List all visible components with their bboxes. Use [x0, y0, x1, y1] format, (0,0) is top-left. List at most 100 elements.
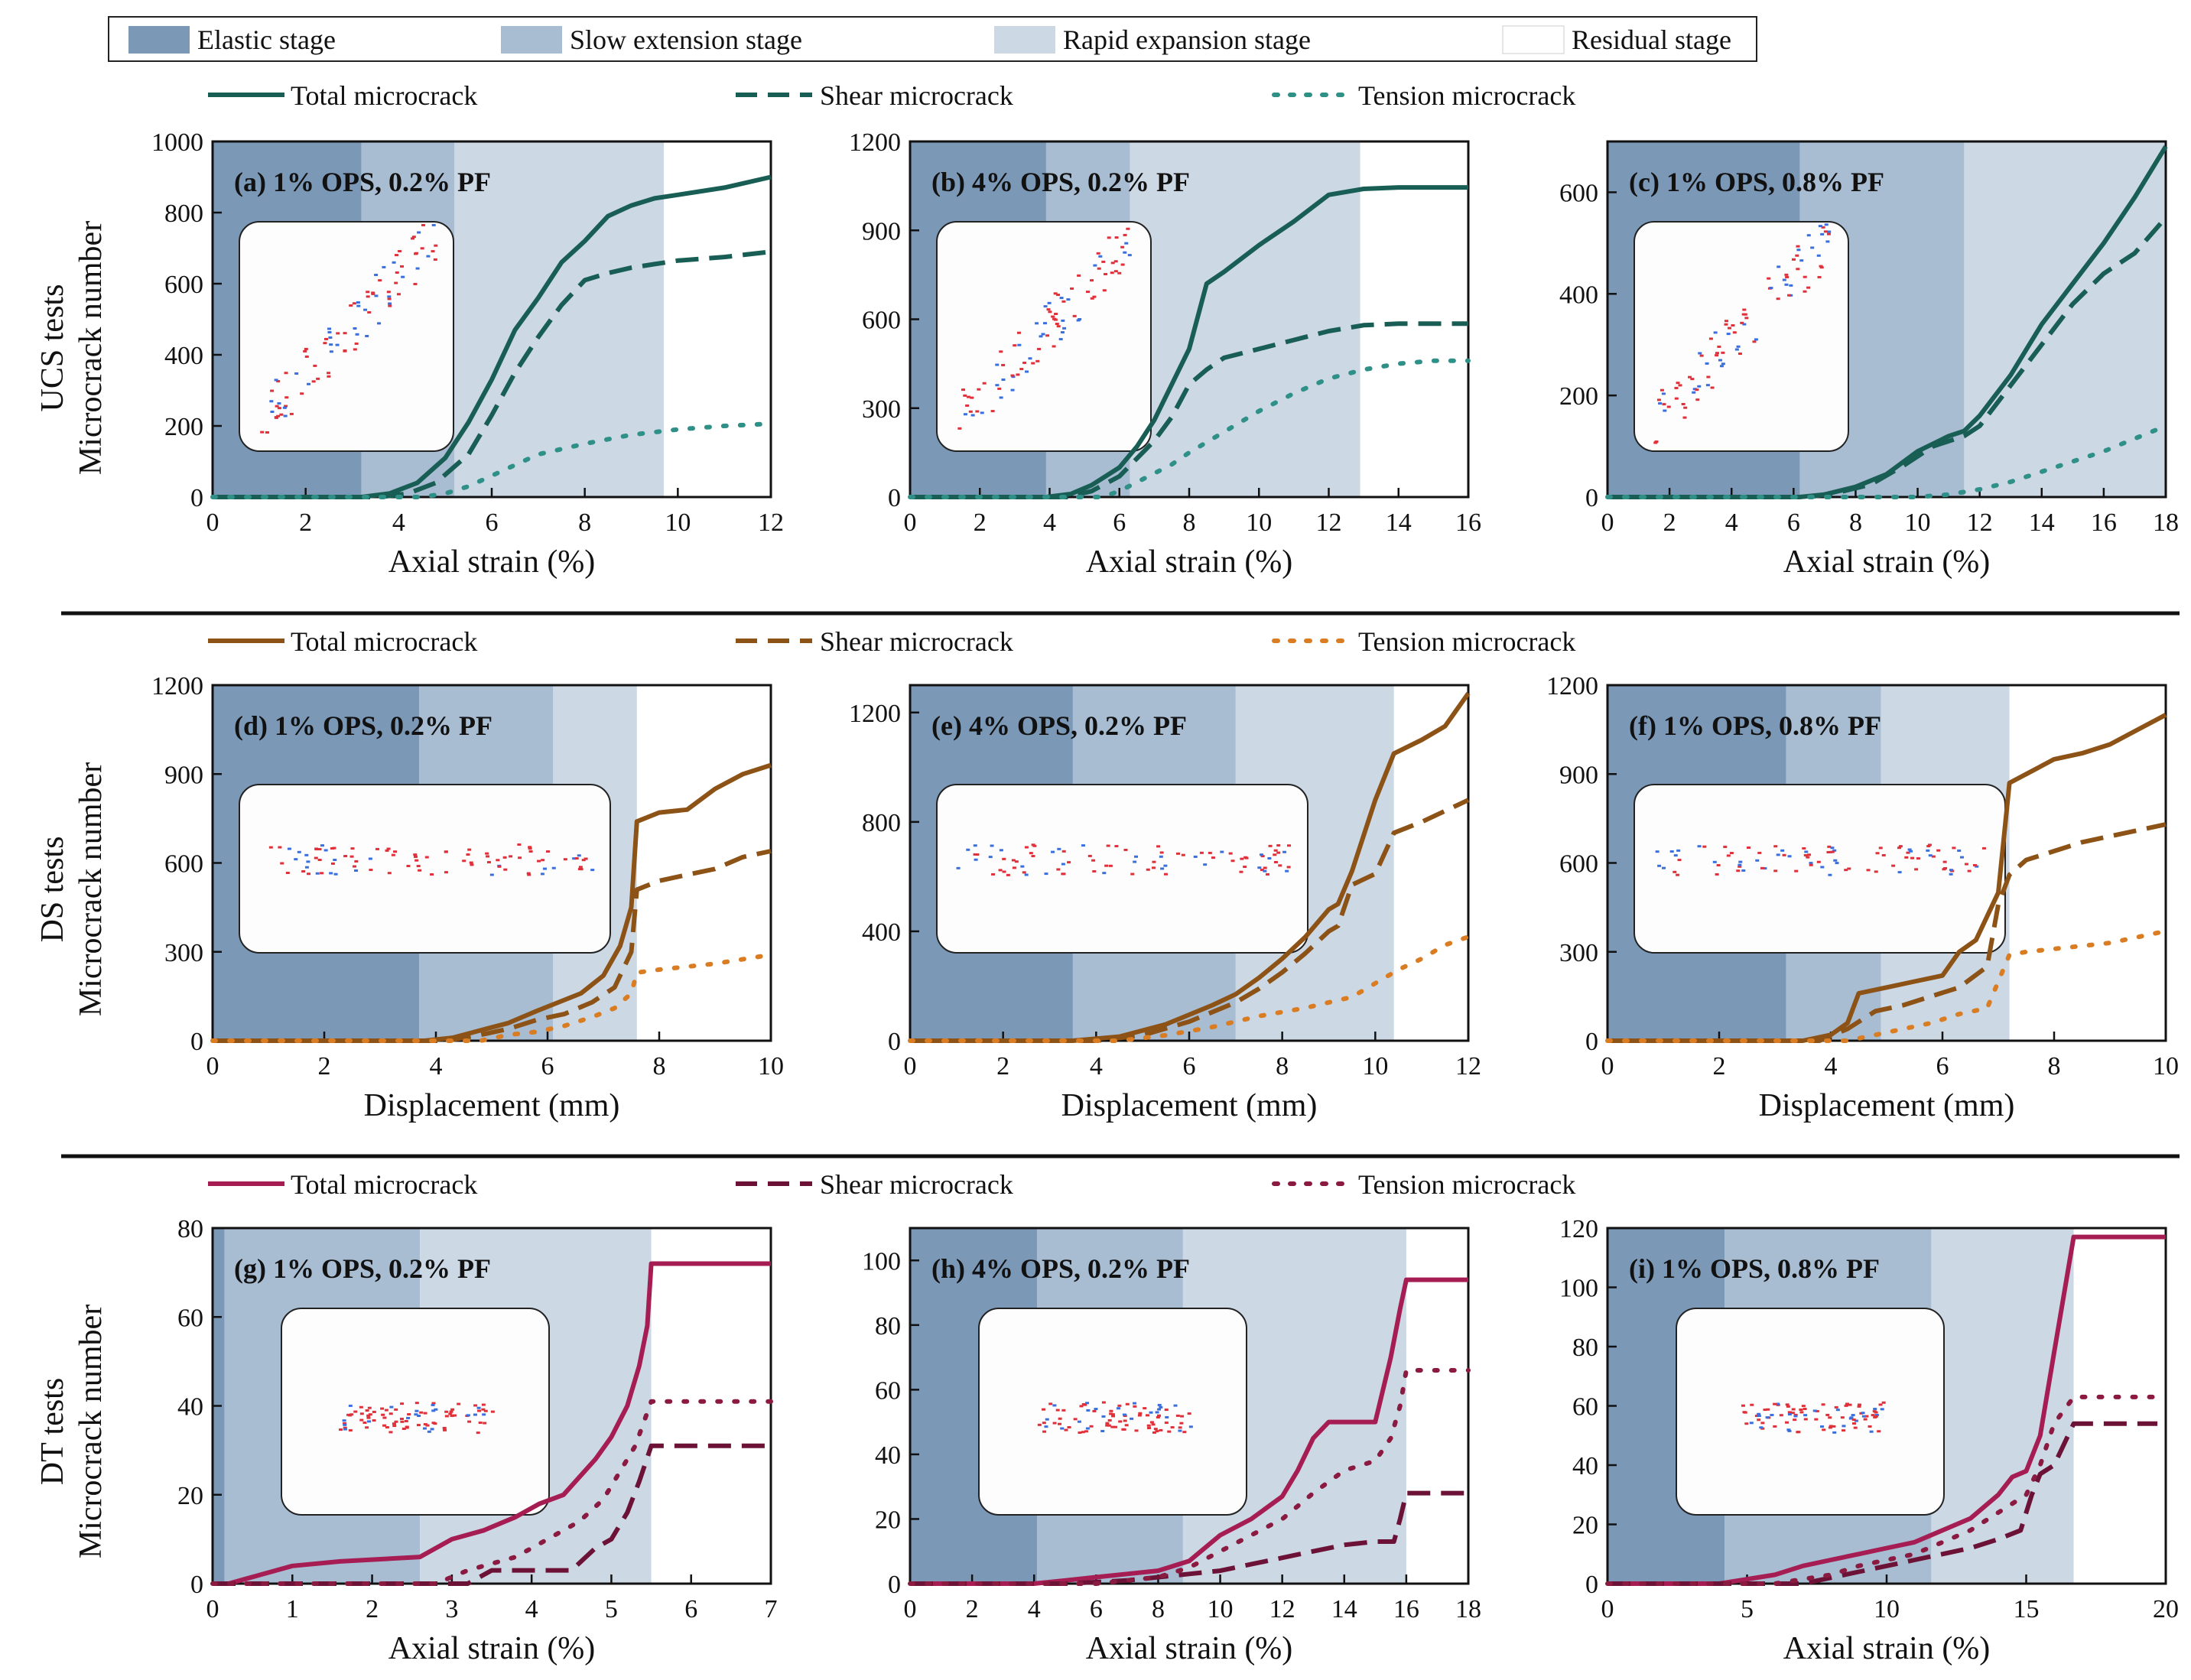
crack-mark [1211, 856, 1215, 859]
crack-mark [260, 431, 265, 434]
crack-mark [1276, 844, 1281, 847]
crack-mark [1017, 343, 1022, 346]
crack-mark [304, 866, 309, 869]
crack-mark [1108, 864, 1113, 867]
crack-mark [389, 1405, 394, 1409]
crack-mark [1692, 388, 1697, 391]
crack-mark [1035, 359, 1040, 362]
crack-mark [1057, 1422, 1061, 1425]
crack-mark [1282, 850, 1287, 853]
crack-mark [1866, 869, 1871, 872]
crack-mark [1102, 289, 1107, 292]
crack-mark [1949, 872, 1953, 876]
crack-mark [1092, 869, 1097, 872]
crack-mark [1833, 859, 1838, 862]
crack-mark [1926, 845, 1931, 848]
crack-mark [546, 850, 551, 853]
crack-mark [1749, 1422, 1754, 1425]
crack-mark [1117, 1404, 1122, 1407]
x-tick-label: 16 [2091, 509, 2117, 537]
crack-mark [384, 1409, 388, 1412]
y-tick-label: 800 [862, 809, 901, 837]
y-tick-label: 0 [1585, 484, 1598, 512]
crack-mark [1698, 352, 1702, 355]
crack-mark [1851, 1418, 1856, 1422]
crack-mark [270, 410, 275, 413]
crack-mark [1784, 1421, 1789, 1424]
y-tick-label: 900 [862, 217, 901, 245]
crack-mark [359, 1405, 363, 1409]
crack-mark [1793, 1418, 1797, 1422]
crack-mark [481, 1403, 486, 1406]
crack-mark [320, 844, 324, 847]
crack-mark [1857, 1405, 1861, 1408]
crack-mark [1266, 872, 1270, 876]
crack-mark [1123, 1419, 1127, 1422]
crack-mark [528, 850, 533, 853]
crack-mark [1208, 851, 1212, 854]
crack-mark [1786, 1428, 1791, 1431]
row-legend-ucs: Total microcrack Shear microcrack Tensio… [208, 80, 1575, 111]
crack-mark [1851, 1414, 1855, 1417]
crack-mark [422, 1427, 427, 1430]
series-line-f-total [1607, 713, 2167, 1043]
crack-mark [999, 849, 1003, 852]
crack-mark [1062, 327, 1067, 330]
crack-mark [365, 1409, 369, 1412]
crack-mark [467, 848, 472, 851]
crack-mark [1878, 846, 1883, 850]
crack-mark [1273, 853, 1277, 856]
x-tick-label: 0 [904, 1052, 917, 1080]
crack-mark [1100, 1429, 1105, 1432]
crack-mark [1110, 1413, 1115, 1416]
crack-mark [336, 332, 340, 335]
crack-mark [1776, 853, 1780, 856]
crack-mark [1828, 1416, 1832, 1419]
crack-mark [541, 859, 545, 862]
inset-frame [1676, 1308, 1945, 1516]
series-line-c-total [1607, 145, 2168, 499]
crack-mark [278, 846, 282, 849]
crack-mark [1101, 1401, 1106, 1404]
crack-mark [381, 1413, 385, 1416]
crack-mark [462, 859, 466, 863]
crack-mark [1052, 1404, 1057, 1407]
crack-mark [1727, 327, 1731, 330]
crack-mark [1164, 1422, 1169, 1425]
crack-mark [1832, 849, 1837, 852]
crack-mark [1776, 297, 1780, 301]
crack-mark [367, 1420, 372, 1423]
crack-mark [1163, 864, 1168, 867]
chart-panel-e: 0 2 4 6 8 10 12 0 400 800 1200 Displacement (mm) (e)… [849, 684, 1481, 1123]
crack-mark [1113, 1425, 1117, 1428]
inset-frame [936, 221, 1152, 452]
crack-mark [1188, 1425, 1193, 1428]
crack-mark [1053, 292, 1058, 295]
crack-mark [448, 1412, 453, 1415]
panel-title-e: (e) 4% OPS, 0.2% PF [931, 710, 1187, 741]
crack-mark [1122, 1413, 1126, 1416]
crack-mark [1738, 353, 1742, 356]
crack-mark [382, 1416, 387, 1419]
crack-mark [1114, 845, 1119, 848]
crack-mark [1806, 234, 1811, 237]
crack-mark [1113, 260, 1118, 263]
crack-mark [1093, 264, 1097, 267]
crack-mark [1669, 850, 1674, 853]
specimen-inset-e [936, 784, 1308, 954]
crack-mark [1057, 847, 1061, 850]
crack-mark [1109, 1409, 1113, 1412]
crack-mark [1825, 1413, 1830, 1416]
crack-mark [1165, 1415, 1169, 1418]
y-tick-label: 60 [177, 1304, 203, 1332]
crack-mark [1240, 857, 1244, 860]
series-line-g-total [213, 1261, 771, 1586]
y-tick-label: 900 [1559, 761, 1598, 789]
x-tick-label: 6 [1113, 509, 1126, 537]
crack-mark [1815, 1409, 1819, 1412]
crack-mark [1741, 869, 1746, 872]
crack-mark [450, 1408, 455, 1411]
crack-mark [382, 1424, 387, 1427]
crack-mark [1674, 386, 1679, 389]
crack-mark [469, 861, 473, 864]
